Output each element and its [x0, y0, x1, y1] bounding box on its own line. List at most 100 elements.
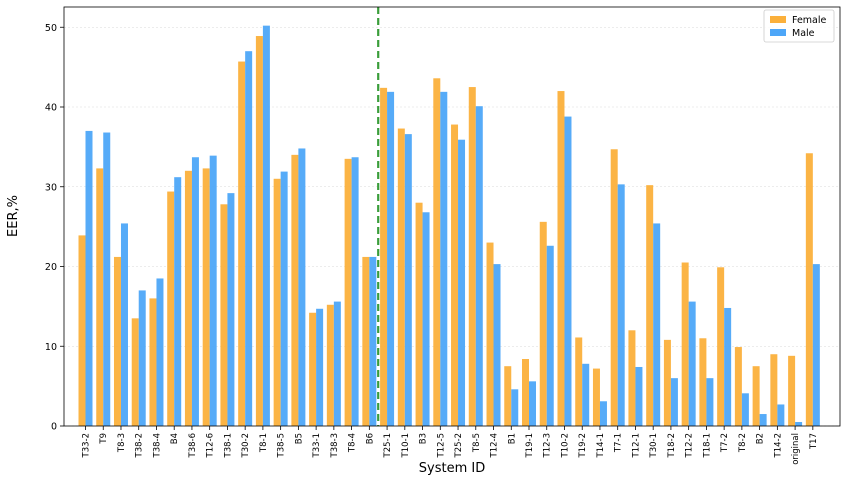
bar-female	[273, 178, 281, 426]
x-tick-label: T12-5	[436, 433, 446, 458]
bar-male	[85, 130, 93, 427]
x-tick-label: T7-1	[614, 433, 624, 453]
bar-male	[741, 393, 749, 426]
bar-female	[380, 87, 388, 427]
x-tick-label: T25-2	[454, 433, 464, 458]
x-tick-label: T9	[99, 433, 109, 445]
bar-female	[592, 368, 600, 426]
bar-male	[440, 91, 448, 426]
bar-female	[415, 202, 423, 426]
bar-male	[103, 132, 111, 426]
bar-female	[468, 87, 476, 426]
x-tick-label: T12-1	[631, 433, 641, 458]
x-tick-label: T18-2	[667, 433, 677, 458]
bar-male	[316, 308, 324, 426]
legend-swatch-male	[770, 29, 786, 36]
bar-female	[504, 366, 512, 426]
bar-male	[777, 404, 785, 426]
legend-swatch-female	[770, 16, 786, 23]
bar-male	[245, 51, 253, 427]
x-tick-label: T33-1	[312, 433, 322, 458]
bar-male	[174, 177, 182, 426]
bar-female	[184, 170, 192, 426]
bar-male	[351, 157, 359, 426]
bar-female	[397, 128, 405, 426]
bar-male	[617, 184, 625, 426]
x-tick-label: B5	[294, 433, 304, 444]
plot-frame	[63, 6, 841, 427]
bar-female	[131, 318, 139, 426]
bar-male	[493, 264, 501, 426]
x-tick-label: T8-5	[472, 433, 482, 453]
x-tick-label: B2	[756, 433, 766, 444]
x-tick-label: T7-2	[720, 433, 730, 453]
bar-male	[688, 301, 696, 426]
bar-male	[298, 148, 306, 426]
legend: Female Male	[763, 9, 835, 43]
bar-male	[458, 139, 466, 426]
x-tick-label: T8-1	[259, 433, 269, 453]
bar-female	[433, 78, 441, 426]
bar-male	[635, 366, 643, 426]
bar-female	[681, 262, 689, 426]
x-tick-label: T19-2	[578, 433, 588, 458]
bar-male	[138, 290, 146, 426]
bar-female	[362, 256, 370, 426]
bar-male	[759, 414, 767, 426]
bar-male	[546, 245, 554, 426]
bar-female	[220, 204, 228, 426]
bar-female	[309, 312, 317, 426]
bar-male	[156, 278, 164, 426]
y-tick-label: 10	[45, 342, 57, 353]
bar-female	[646, 185, 654, 426]
x-tick-label: T8-4	[348, 433, 358, 453]
x-tick-label: T25-1	[383, 433, 393, 458]
x-tick-label: T38-1	[223, 433, 233, 458]
bar-male	[706, 378, 714, 426]
legend-label-female: Female	[792, 15, 827, 26]
bar-female	[734, 347, 742, 426]
bar-male	[599, 401, 607, 426]
x-tick-label: B1	[507, 433, 517, 444]
bar-male	[191, 157, 199, 426]
bar-male	[404, 134, 412, 427]
y-tick-label: 50	[45, 23, 57, 34]
bar-female	[255, 36, 263, 427]
bar-male	[209, 155, 217, 426]
y-tick-label: 0	[51, 422, 57, 433]
x-tick-label: T8-3	[117, 433, 127, 453]
bar-male	[280, 171, 288, 426]
y-axis: 0 10 20 30 40 50	[45, 23, 64, 433]
x-tick-label: T17	[809, 433, 819, 450]
bar-male	[262, 25, 270, 427]
bar-female	[805, 153, 813, 426]
bar-female	[522, 359, 529, 426]
bar-female	[486, 242, 494, 426]
bar-female	[663, 339, 671, 426]
bar-male	[422, 212, 430, 426]
x-tick-label: T14-2	[773, 433, 783, 458]
x-tick-label: T10-1	[401, 433, 411, 458]
bar-female	[326, 304, 334, 426]
bar-female	[96, 168, 104, 426]
x-tick-label: B6	[365, 433, 375, 444]
bar-male	[529, 381, 536, 426]
x-tick-label: T30-2	[241, 433, 251, 458]
x-tick-label: T12-3	[543, 433, 553, 458]
x-axis: T33-2 T9 T8-3 T38-2 T38-4 B4 T38-6 T12-6 T38-1 T3…	[82, 426, 819, 465]
bar-male	[670, 378, 678, 426]
bar-female	[717, 267, 725, 426]
x-tick-label: B4	[170, 433, 180, 444]
x-axis-label: System ID	[419, 461, 485, 476]
x-tick-label: T33-2	[82, 433, 92, 458]
bar-female	[628, 330, 636, 426]
x-tick-label: T12-2	[685, 433, 695, 458]
x-tick-label: T12-4	[490, 433, 500, 458]
x-tick-label: T38-2	[135, 433, 145, 458]
x-tick-label: T38-3	[330, 433, 340, 458]
bar-female	[788, 355, 796, 426]
bar-male	[475, 106, 483, 426]
bars	[78, 25, 820, 427]
bar-male	[511, 389, 519, 426]
